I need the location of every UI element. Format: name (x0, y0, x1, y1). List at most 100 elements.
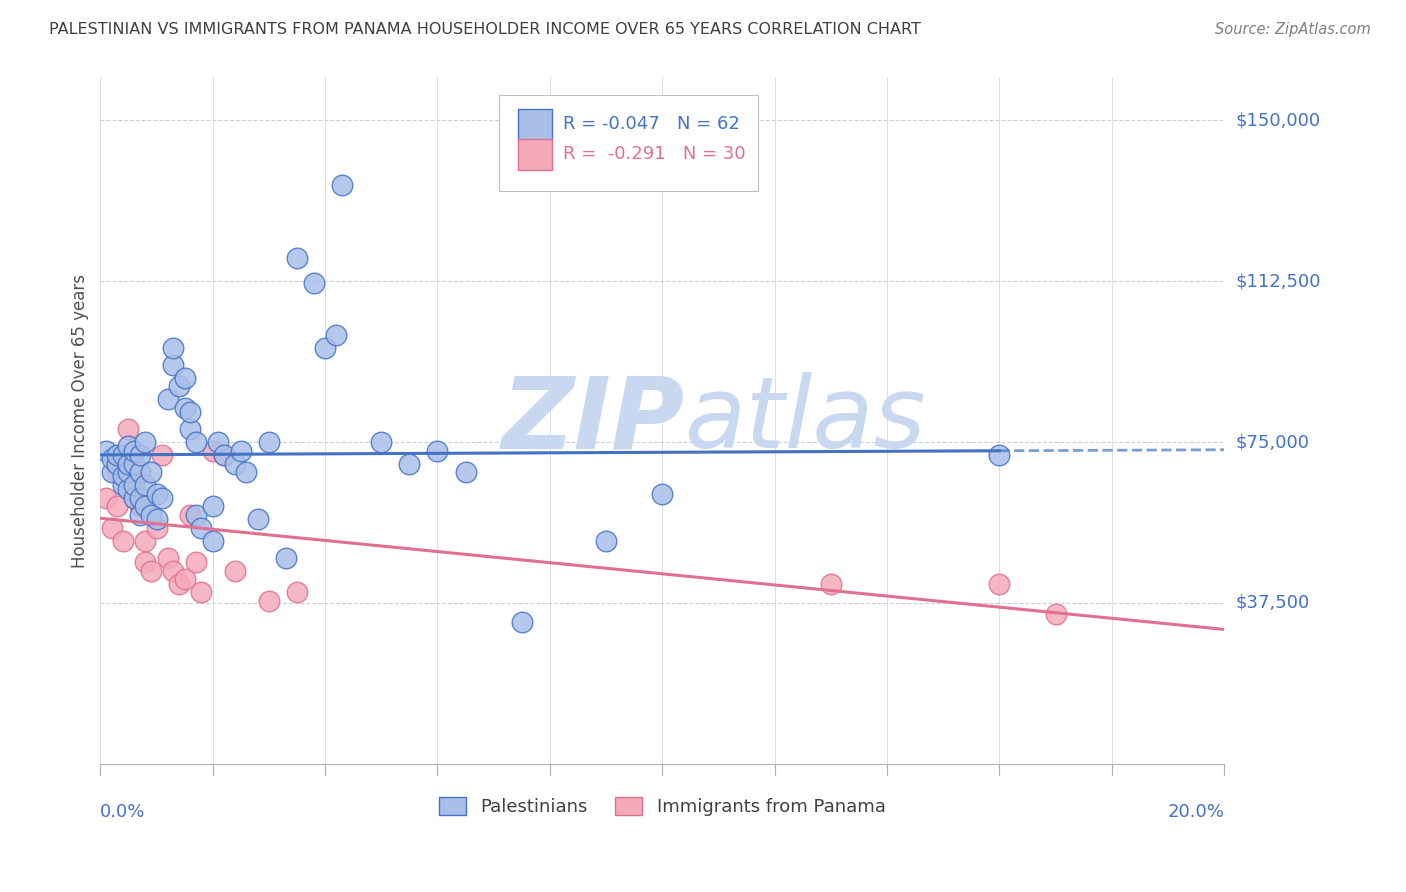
Text: $75,000: $75,000 (1236, 434, 1309, 451)
Point (370, 435, 392, 450)
Point (314, 341, 336, 355)
Point (117, 465, 139, 479)
Point (94, 443, 117, 458)
Point (145, 512, 167, 526)
Point (122, 457, 145, 471)
Text: $112,500: $112,500 (1236, 272, 1320, 290)
Point (173, 370, 195, 384)
Y-axis label: Householder Income Over 65 years: Householder Income Over 65 years (72, 274, 89, 567)
Point (162, 564, 184, 578)
Point (167, 379, 190, 393)
Point (201, 500, 224, 514)
Point (122, 491, 145, 505)
Point (224, 564, 246, 578)
Point (257, 594, 280, 608)
Point (285, 251, 308, 265)
Point (179, 422, 201, 436)
Point (134, 533, 156, 548)
Point (122, 491, 145, 505)
Point (105, 448, 128, 462)
Point (167, 576, 190, 591)
Point (150, 491, 173, 505)
Point (201, 533, 224, 548)
Point (235, 465, 257, 479)
Point (179, 405, 201, 419)
Point (105, 465, 128, 479)
Point (162, 358, 184, 372)
Point (595, 533, 617, 548)
Point (173, 573, 195, 587)
Point (156, 550, 179, 565)
Point (454, 465, 477, 479)
Point (820, 576, 842, 591)
Point (184, 435, 207, 450)
Point (224, 457, 246, 471)
Point (134, 500, 156, 514)
Point (128, 508, 150, 522)
Point (128, 491, 150, 505)
Point (156, 392, 179, 407)
Point (229, 443, 252, 458)
Point (285, 585, 308, 599)
Point (330, 178, 353, 192)
Point (122, 478, 145, 492)
Text: Source: ZipAtlas.com: Source: ZipAtlas.com (1215, 22, 1371, 37)
Text: $37,500: $37,500 (1236, 594, 1309, 612)
Point (246, 512, 269, 526)
Point (122, 465, 145, 479)
Point (190, 521, 212, 535)
Point (179, 508, 201, 522)
Point (128, 465, 150, 479)
Point (128, 448, 150, 462)
Point (100, 521, 122, 535)
Point (134, 555, 156, 569)
Text: atlas: atlas (685, 372, 927, 469)
Point (173, 401, 195, 415)
Point (325, 327, 347, 342)
Point (134, 478, 156, 492)
Point (139, 564, 162, 578)
Point (122, 443, 145, 458)
Point (111, 469, 134, 483)
Point (426, 443, 449, 458)
Text: PALESTINIAN VS IMMIGRANTS FROM PANAMA HOUSEHOLDER INCOME OVER 65 YEARS CORRELATI: PALESTINIAN VS IMMIGRANTS FROM PANAMA HO… (49, 22, 921, 37)
Point (150, 448, 173, 462)
Point (988, 448, 1011, 462)
Point (105, 457, 128, 471)
Point (651, 486, 673, 500)
Point (398, 457, 420, 471)
Point (134, 435, 156, 450)
Point (117, 439, 139, 453)
Point (117, 422, 139, 436)
Point (988, 576, 1011, 591)
Text: 20.0%: 20.0% (1167, 803, 1225, 821)
Text: R = -0.047   N = 62: R = -0.047 N = 62 (564, 115, 740, 133)
Point (128, 500, 150, 514)
Point (117, 483, 139, 497)
Point (302, 277, 325, 291)
Legend: Palestinians, Immigrants from Panama: Palestinians, Immigrants from Panama (432, 789, 893, 823)
Point (139, 465, 162, 479)
Point (201, 443, 224, 458)
Bar (519, 109, 553, 139)
Point (212, 448, 235, 462)
Point (111, 448, 134, 462)
Text: 0.0%: 0.0% (100, 803, 146, 821)
Point (100, 465, 122, 479)
Point (100, 452, 122, 467)
Point (184, 555, 207, 569)
Bar (519, 139, 553, 169)
Point (117, 457, 139, 471)
Point (94, 491, 117, 505)
Point (212, 448, 235, 462)
Text: R =  -0.291   N = 30: R = -0.291 N = 30 (564, 145, 747, 163)
Point (105, 500, 128, 514)
Point (257, 435, 280, 450)
Point (184, 508, 207, 522)
Point (274, 550, 297, 565)
Point (162, 341, 184, 355)
Point (111, 478, 134, 492)
Point (207, 435, 229, 450)
Point (139, 508, 162, 522)
Point (190, 585, 212, 599)
